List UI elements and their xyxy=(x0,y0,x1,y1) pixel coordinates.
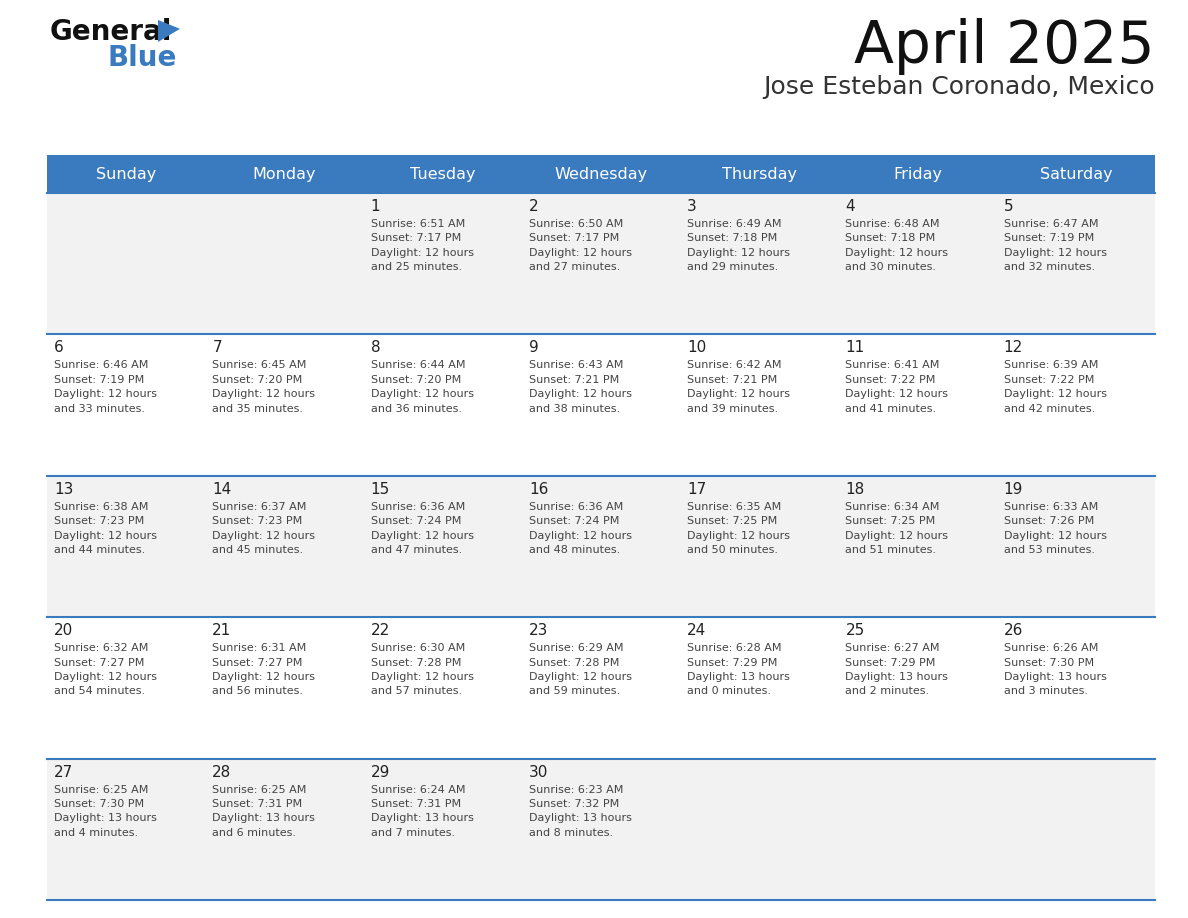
Text: Sunrise: 6:43 AM
Sunset: 7:21 PM
Daylight: 12 hours
and 38 minutes.: Sunrise: 6:43 AM Sunset: 7:21 PM Dayligh… xyxy=(529,361,632,414)
Bar xyxy=(48,155,1155,193)
Text: 14: 14 xyxy=(213,482,232,497)
Text: Sunrise: 6:49 AM
Sunset: 7:18 PM
Daylight: 12 hours
and 29 minutes.: Sunrise: 6:49 AM Sunset: 7:18 PM Dayligh… xyxy=(687,219,790,273)
Text: Sunrise: 6:24 AM
Sunset: 7:31 PM
Daylight: 13 hours
and 7 minutes.: Sunrise: 6:24 AM Sunset: 7:31 PM Dayligh… xyxy=(371,785,474,838)
Text: Sunday: Sunday xyxy=(96,166,157,182)
Bar xyxy=(48,476,1155,617)
Text: 23: 23 xyxy=(529,623,548,638)
Text: 2: 2 xyxy=(529,199,538,214)
Text: Sunrise: 6:45 AM
Sunset: 7:20 PM
Daylight: 12 hours
and 35 minutes.: Sunrise: 6:45 AM Sunset: 7:20 PM Dayligh… xyxy=(213,361,315,414)
Text: 1: 1 xyxy=(371,199,380,214)
Text: Blue: Blue xyxy=(108,44,177,72)
Text: 16: 16 xyxy=(529,482,548,497)
Text: April 2025: April 2025 xyxy=(854,18,1155,75)
Text: Sunrise: 6:33 AM
Sunset: 7:26 PM
Daylight: 12 hours
and 53 minutes.: Sunrise: 6:33 AM Sunset: 7:26 PM Dayligh… xyxy=(1004,502,1107,555)
Text: Sunrise: 6:41 AM
Sunset: 7:22 PM
Daylight: 12 hours
and 41 minutes.: Sunrise: 6:41 AM Sunset: 7:22 PM Dayligh… xyxy=(846,361,948,414)
Text: 7: 7 xyxy=(213,341,222,355)
Text: General: General xyxy=(50,18,172,46)
Bar xyxy=(48,334,1155,476)
Text: 21: 21 xyxy=(213,623,232,638)
Text: Sunrise: 6:30 AM
Sunset: 7:28 PM
Daylight: 12 hours
and 57 minutes.: Sunrise: 6:30 AM Sunset: 7:28 PM Dayligh… xyxy=(371,644,474,697)
Text: Sunrise: 6:34 AM
Sunset: 7:25 PM
Daylight: 12 hours
and 51 minutes.: Sunrise: 6:34 AM Sunset: 7:25 PM Dayligh… xyxy=(846,502,948,555)
Text: Saturday: Saturday xyxy=(1040,166,1112,182)
Text: 24: 24 xyxy=(687,623,707,638)
Bar xyxy=(48,193,1155,334)
Text: Sunrise: 6:26 AM
Sunset: 7:30 PM
Daylight: 13 hours
and 3 minutes.: Sunrise: 6:26 AM Sunset: 7:30 PM Dayligh… xyxy=(1004,644,1106,697)
Text: 5: 5 xyxy=(1004,199,1013,214)
Text: 9: 9 xyxy=(529,341,538,355)
Text: 11: 11 xyxy=(846,341,865,355)
Text: 12: 12 xyxy=(1004,341,1023,355)
Text: Sunrise: 6:42 AM
Sunset: 7:21 PM
Daylight: 12 hours
and 39 minutes.: Sunrise: 6:42 AM Sunset: 7:21 PM Dayligh… xyxy=(687,361,790,414)
Text: Sunrise: 6:29 AM
Sunset: 7:28 PM
Daylight: 12 hours
and 59 minutes.: Sunrise: 6:29 AM Sunset: 7:28 PM Dayligh… xyxy=(529,644,632,697)
Text: Sunrise: 6:35 AM
Sunset: 7:25 PM
Daylight: 12 hours
and 50 minutes.: Sunrise: 6:35 AM Sunset: 7:25 PM Dayligh… xyxy=(687,502,790,555)
Text: 13: 13 xyxy=(53,482,74,497)
Text: Sunrise: 6:44 AM
Sunset: 7:20 PM
Daylight: 12 hours
and 36 minutes.: Sunrise: 6:44 AM Sunset: 7:20 PM Dayligh… xyxy=(371,361,474,414)
Text: 10: 10 xyxy=(687,341,707,355)
Text: 27: 27 xyxy=(53,765,74,779)
Text: Sunrise: 6:27 AM
Sunset: 7:29 PM
Daylight: 13 hours
and 2 minutes.: Sunrise: 6:27 AM Sunset: 7:29 PM Dayligh… xyxy=(846,644,948,697)
Bar xyxy=(48,758,1155,900)
Text: Sunrise: 6:50 AM
Sunset: 7:17 PM
Daylight: 12 hours
and 27 minutes.: Sunrise: 6:50 AM Sunset: 7:17 PM Dayligh… xyxy=(529,219,632,273)
Text: Sunrise: 6:28 AM
Sunset: 7:29 PM
Daylight: 13 hours
and 0 minutes.: Sunrise: 6:28 AM Sunset: 7:29 PM Dayligh… xyxy=(687,644,790,697)
Text: Wednesday: Wednesday xyxy=(555,166,647,182)
Text: Friday: Friday xyxy=(893,166,942,182)
Text: Sunrise: 6:38 AM
Sunset: 7:23 PM
Daylight: 12 hours
and 44 minutes.: Sunrise: 6:38 AM Sunset: 7:23 PM Dayligh… xyxy=(53,502,157,555)
Text: Sunrise: 6:46 AM
Sunset: 7:19 PM
Daylight: 12 hours
and 33 minutes.: Sunrise: 6:46 AM Sunset: 7:19 PM Dayligh… xyxy=(53,361,157,414)
Text: Sunrise: 6:36 AM
Sunset: 7:24 PM
Daylight: 12 hours
and 48 minutes.: Sunrise: 6:36 AM Sunset: 7:24 PM Dayligh… xyxy=(529,502,632,555)
Text: 8: 8 xyxy=(371,341,380,355)
Bar xyxy=(48,617,1155,758)
Text: 4: 4 xyxy=(846,199,855,214)
Text: 30: 30 xyxy=(529,765,548,779)
Text: 28: 28 xyxy=(213,765,232,779)
Text: Sunrise: 6:25 AM
Sunset: 7:30 PM
Daylight: 13 hours
and 4 minutes.: Sunrise: 6:25 AM Sunset: 7:30 PM Dayligh… xyxy=(53,785,157,838)
Text: 20: 20 xyxy=(53,623,74,638)
Text: Sunrise: 6:32 AM
Sunset: 7:27 PM
Daylight: 12 hours
and 54 minutes.: Sunrise: 6:32 AM Sunset: 7:27 PM Dayligh… xyxy=(53,644,157,697)
Text: Tuesday: Tuesday xyxy=(410,166,475,182)
Text: Sunrise: 6:47 AM
Sunset: 7:19 PM
Daylight: 12 hours
and 32 minutes.: Sunrise: 6:47 AM Sunset: 7:19 PM Dayligh… xyxy=(1004,219,1107,273)
Text: Sunrise: 6:31 AM
Sunset: 7:27 PM
Daylight: 12 hours
and 56 minutes.: Sunrise: 6:31 AM Sunset: 7:27 PM Dayligh… xyxy=(213,644,315,697)
Text: 18: 18 xyxy=(846,482,865,497)
Text: 19: 19 xyxy=(1004,482,1023,497)
Text: 26: 26 xyxy=(1004,623,1023,638)
Text: Thursday: Thursday xyxy=(722,166,797,182)
Text: 29: 29 xyxy=(371,765,390,779)
Text: 3: 3 xyxy=(687,199,697,214)
Text: Sunrise: 6:48 AM
Sunset: 7:18 PM
Daylight: 12 hours
and 30 minutes.: Sunrise: 6:48 AM Sunset: 7:18 PM Dayligh… xyxy=(846,219,948,273)
Text: 6: 6 xyxy=(53,341,64,355)
Text: Sunrise: 6:39 AM
Sunset: 7:22 PM
Daylight: 12 hours
and 42 minutes.: Sunrise: 6:39 AM Sunset: 7:22 PM Dayligh… xyxy=(1004,361,1107,414)
Text: 15: 15 xyxy=(371,482,390,497)
Text: Monday: Monday xyxy=(253,166,316,182)
Text: 22: 22 xyxy=(371,623,390,638)
Text: Jose Esteban Coronado, Mexico: Jose Esteban Coronado, Mexico xyxy=(764,75,1155,99)
Text: Sunrise: 6:23 AM
Sunset: 7:32 PM
Daylight: 13 hours
and 8 minutes.: Sunrise: 6:23 AM Sunset: 7:32 PM Dayligh… xyxy=(529,785,632,838)
Text: 17: 17 xyxy=(687,482,707,497)
Text: 25: 25 xyxy=(846,623,865,638)
Text: Sunrise: 6:51 AM
Sunset: 7:17 PM
Daylight: 12 hours
and 25 minutes.: Sunrise: 6:51 AM Sunset: 7:17 PM Dayligh… xyxy=(371,219,474,273)
Text: Sunrise: 6:36 AM
Sunset: 7:24 PM
Daylight: 12 hours
and 47 minutes.: Sunrise: 6:36 AM Sunset: 7:24 PM Dayligh… xyxy=(371,502,474,555)
Text: Sunrise: 6:25 AM
Sunset: 7:31 PM
Daylight: 13 hours
and 6 minutes.: Sunrise: 6:25 AM Sunset: 7:31 PM Dayligh… xyxy=(213,785,315,838)
Text: Sunrise: 6:37 AM
Sunset: 7:23 PM
Daylight: 12 hours
and 45 minutes.: Sunrise: 6:37 AM Sunset: 7:23 PM Dayligh… xyxy=(213,502,315,555)
Polygon shape xyxy=(158,20,181,42)
